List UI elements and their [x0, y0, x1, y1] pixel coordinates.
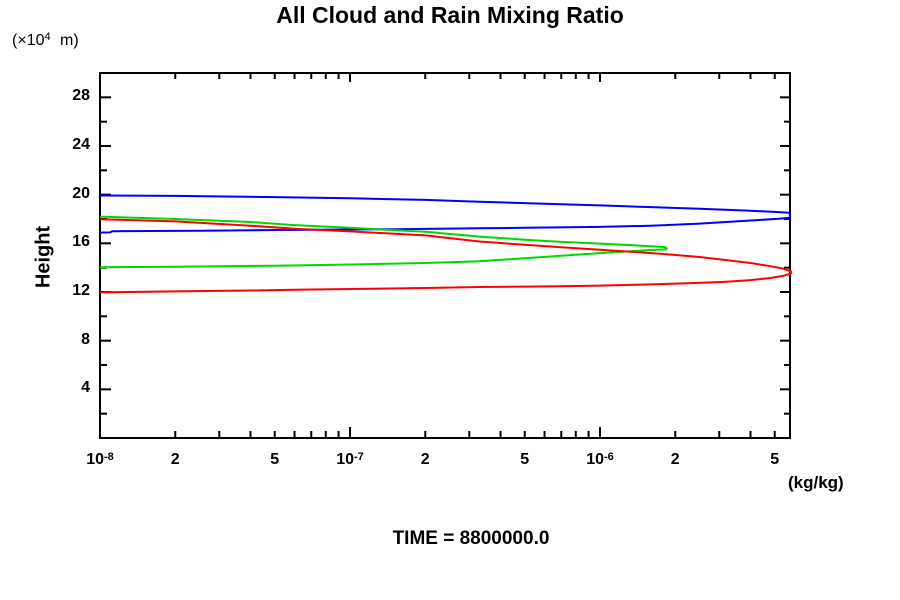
x-tick-label: 10-6 [586, 451, 614, 468]
x-tick-label: 2 [420, 451, 430, 468]
time-annotation: TIME = 8800000.0 [392, 528, 550, 549]
chart-title: All Cloud and Rain Mixing Ratio [276, 2, 624, 28]
x-tick-label: 2 [670, 451, 680, 468]
x-axis-unit-label: (kg/kg) [788, 473, 844, 492]
series-green-line [99, 215, 668, 269]
y-axis-unit-label: (×104 m) [12, 31, 79, 50]
y-unit-suffix: m) [55, 32, 79, 49]
y-tick-label: 12 [72, 282, 90, 299]
y-tick-label: 28 [72, 87, 90, 105]
y-unit-exponent: 4 [44, 31, 51, 43]
y-tick-label: 16 [72, 233, 90, 251]
x-tick-label: 10-8 [86, 451, 114, 468]
x-tick-label: 5 [770, 451, 780, 468]
x-tick-label: 10-7 [336, 451, 364, 468]
y-tick-label: 20 [72, 184, 90, 202]
x-tick-label: 2 [170, 451, 180, 468]
x-tick-label: 5 [270, 451, 280, 468]
x-tick-label: 5 [520, 451, 530, 468]
series-red-line [99, 218, 793, 294]
y-unit-prefix: (×10 [12, 32, 45, 49]
y-tick-label: 8 [81, 330, 90, 348]
plot-border [99, 72, 791, 439]
series-blue-line [99, 194, 791, 234]
y-tick-label: 4 [81, 379, 90, 397]
y-tick-label: 24 [72, 136, 90, 153]
